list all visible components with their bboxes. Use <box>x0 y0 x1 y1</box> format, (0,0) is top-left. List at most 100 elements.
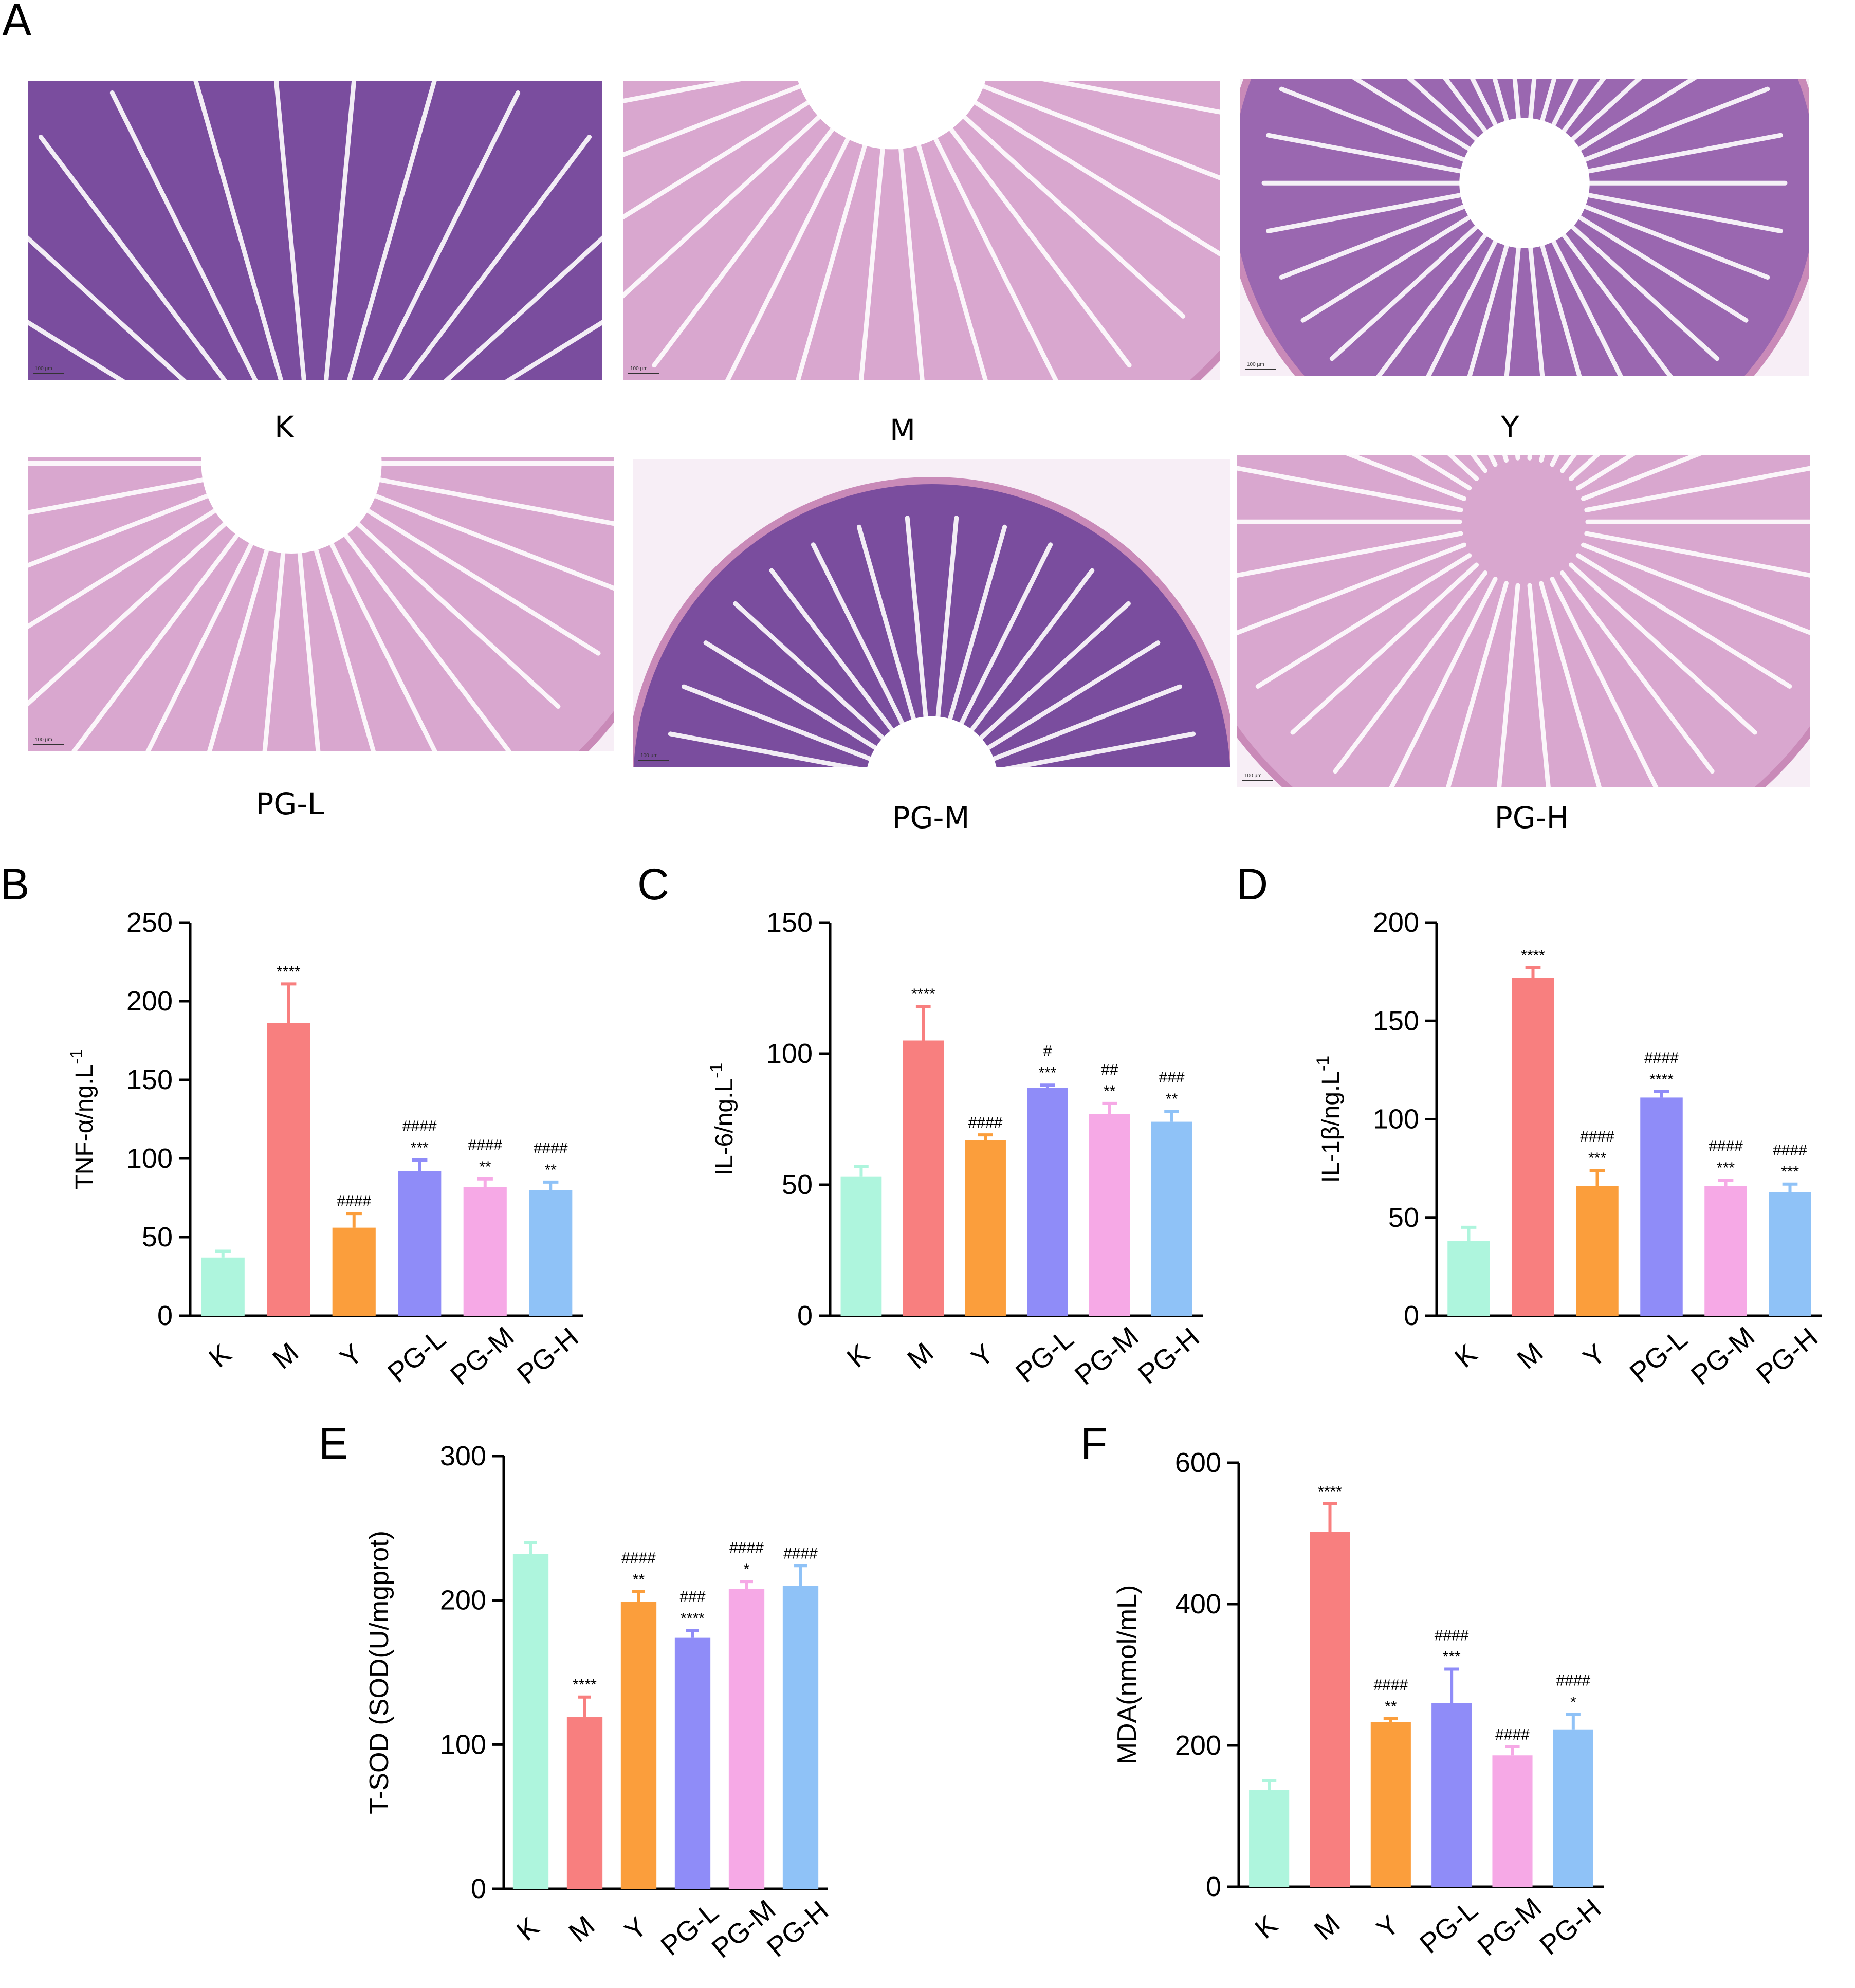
y-tick-label: 200 <box>440 1585 486 1616</box>
significance-hash: #### <box>783 1545 818 1562</box>
y-tick-label: 100 <box>126 1143 173 1174</box>
bar-pg-m <box>1089 1114 1130 1316</box>
scale-bar: 100 µm <box>628 366 659 374</box>
lumen <box>798 81 986 150</box>
significance-star: ** <box>545 1162 557 1179</box>
category-label: Y <box>619 1911 653 1947</box>
significance-hash: #### <box>468 1137 502 1154</box>
y-tick-label: 150 <box>126 1064 173 1095</box>
y-tick-label: 100 <box>766 1038 813 1069</box>
category-label: PG-M <box>445 1321 520 1391</box>
bar-pg-l <box>674 1637 711 1889</box>
significance-star: *** <box>1443 1649 1461 1666</box>
histology-image-pg-l: 100 µm <box>28 457 614 751</box>
bar-k <box>512 1554 549 1889</box>
histology-image-k: 100 µm <box>28 81 602 380</box>
significance-hash: #### <box>534 1140 568 1157</box>
category-label: PG-H <box>511 1322 584 1390</box>
villi-gaps <box>668 516 1196 767</box>
histology-label-pg-l: PG-L <box>255 786 324 821</box>
y-tick-label: 150 <box>1373 1005 1419 1036</box>
category-label: Y <box>1371 1909 1405 1945</box>
significance-star: **** <box>911 986 935 1003</box>
significance-star: *** <box>411 1139 429 1156</box>
bar-y <box>1576 1186 1619 1316</box>
histology-image-pg-m: 100 µm <box>633 459 1230 767</box>
significance-hash: #### <box>1580 1128 1614 1145</box>
tissue-section <box>633 477 1230 767</box>
scale-bar: 100 µm <box>1245 362 1276 370</box>
bar-pg-h <box>1553 1729 1593 1887</box>
y-tick-label: 300 <box>440 1441 486 1471</box>
significance-star: ** <box>479 1158 491 1175</box>
y-tick-label: 0 <box>1404 1300 1419 1331</box>
category-label: PG-H <box>1534 1893 1607 1961</box>
tissue-section <box>1237 455 1810 787</box>
category-label: M <box>1511 1337 1549 1375</box>
panel-letter-b: B <box>0 860 29 909</box>
significance-hash: #### <box>1495 1726 1530 1743</box>
significance-star: **** <box>1318 1483 1342 1500</box>
panel-a-letter: A <box>2 0 32 45</box>
category-label: M <box>902 1337 939 1375</box>
villi-gaps <box>1237 455 1810 787</box>
y-axis-label: MDA(nmol/mL) <box>1112 1585 1142 1765</box>
lumen <box>867 716 997 767</box>
scale-bar-label: 100 µm <box>630 366 648 372</box>
significance-star: #### <box>968 1114 1003 1131</box>
bar-pg-h <box>529 1190 573 1316</box>
significance-hash: #### <box>402 1118 437 1135</box>
category-label: K <box>203 1338 237 1374</box>
bar-chart-t-sod: E 0 100 200 300 T-SOD (SOD(U/mgprot) K **** M ** #… <box>319 1419 834 1964</box>
histology-label-k: K <box>274 410 295 445</box>
category-label: M <box>267 1337 304 1375</box>
significance-star: ** <box>1385 1698 1397 1715</box>
significance-star: **** <box>1521 947 1545 964</box>
histology-image-pg-h: 100 µm <box>1237 455 1810 787</box>
significance-star: * <box>1570 1694 1576 1711</box>
category-label: PG-H <box>761 1895 834 1963</box>
tissue-section <box>28 81 602 380</box>
y-axis-label: TNF-α/ng.L-1 <box>67 1048 98 1189</box>
significance-star: #### <box>337 1193 371 1210</box>
category-label: PG-M <box>706 1894 782 1964</box>
bar-k <box>1249 1790 1290 1887</box>
significance-hash: #### <box>1435 1627 1469 1644</box>
category-label: K <box>1449 1338 1483 1374</box>
panel-letter-f: F <box>1080 1419 1108 1468</box>
scale-bar: 100 µm <box>1242 773 1273 781</box>
villi-gaps <box>28 81 602 380</box>
y-tick-label: 50 <box>782 1169 813 1200</box>
histology-label-y: Y <box>1501 410 1519 445</box>
bar-k <box>840 1176 882 1316</box>
bar-k <box>1447 1241 1490 1316</box>
significance-hash: #### <box>1556 1672 1590 1689</box>
panel-letter-e: E <box>319 1419 348 1468</box>
significance-hash: #### <box>1773 1142 1807 1159</box>
significance-hash: # <box>1043 1043 1052 1060</box>
category-label: Y <box>965 1338 999 1374</box>
bar-y <box>332 1227 376 1316</box>
scale-bar: 100 µm <box>638 753 669 761</box>
significance-star: *** <box>1588 1150 1606 1167</box>
bar-chart-il-1beta: D 0 50 100 150 200 IL-1β/ng.L-1 K **** M *** #### Y *… <box>1236 860 1824 1391</box>
category-label: Y <box>1577 1338 1611 1374</box>
significance-star: *** <box>1038 1064 1056 1081</box>
y-tick-label: 150 <box>766 907 813 938</box>
category-label: PG-L <box>655 1897 724 1962</box>
bar-pg-l <box>1431 1703 1472 1887</box>
histology-label-pg-h: PG-H <box>1494 800 1569 835</box>
y-tick-label: 400 <box>1175 1589 1221 1619</box>
y-tick-label: 0 <box>471 1873 486 1904</box>
bar-m <box>566 1717 603 1889</box>
scale-bar-label: 100 µm <box>640 753 658 759</box>
bar-pg-h <box>1769 1192 1811 1316</box>
significance-star: **** <box>277 963 301 980</box>
category-label: M <box>563 1910 600 1948</box>
histology-image-y: 100 µm <box>1240 79 1809 376</box>
category-label: K <box>511 1911 545 1947</box>
category-label: PG-L <box>1414 1894 1483 1960</box>
significance-hash: ### <box>679 1589 705 1606</box>
y-tick-label: 50 <box>142 1222 173 1253</box>
bar-y <box>620 1602 657 1889</box>
